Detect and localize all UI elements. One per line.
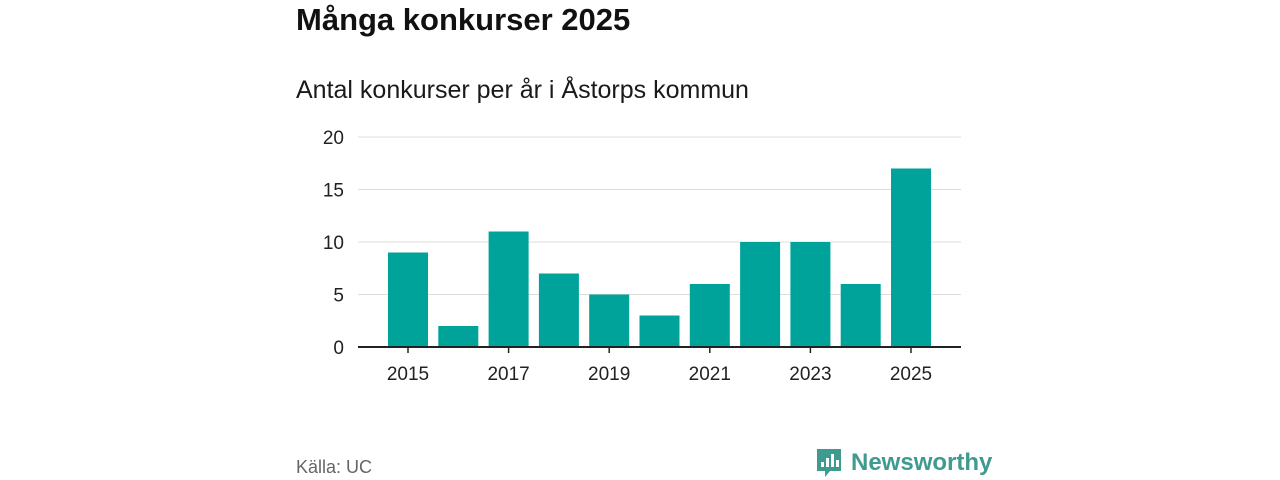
- bar-2023: [790, 242, 831, 347]
- bar-2021: [689, 284, 730, 347]
- x-tick-label: 2015: [387, 364, 429, 385]
- bar-2019: [589, 294, 630, 347]
- chart-title: Många konkurser 2025: [296, 2, 631, 37]
- x-tick-label: 2025: [890, 364, 932, 385]
- y-tick-label: 5: [333, 286, 344, 307]
- bar-2016: [438, 326, 479, 347]
- source-note: Källa: UC: [296, 457, 373, 477]
- chart-subtitle: Antal konkurser per år i Åstorps kommun: [296, 76, 749, 104]
- bar-2020: [639, 315, 680, 347]
- bar-2017: [488, 231, 529, 347]
- bar-2022: [740, 242, 781, 347]
- bar-2018: [538, 273, 579, 347]
- newsworthy-logo-icon: [817, 449, 841, 477]
- bar-2025: [891, 168, 931, 347]
- y-tick-label: 20: [323, 128, 344, 149]
- brand-logo: Newsworthy: [815, 447, 992, 479]
- x-tick-label: 2021: [689, 364, 731, 385]
- y-tick-label: 0: [333, 338, 344, 359]
- x-tick-label: 2023: [789, 364, 831, 385]
- bar-2024: [840, 284, 881, 347]
- x-tick-label: 2017: [487, 364, 529, 385]
- x-tick-label: 2019: [588, 364, 630, 385]
- bar-2015: [388, 252, 428, 347]
- y-tick-label: 10: [323, 233, 344, 254]
- y-tick-label: 15: [323, 181, 344, 202]
- brand-name: Newsworthy: [851, 449, 993, 476]
